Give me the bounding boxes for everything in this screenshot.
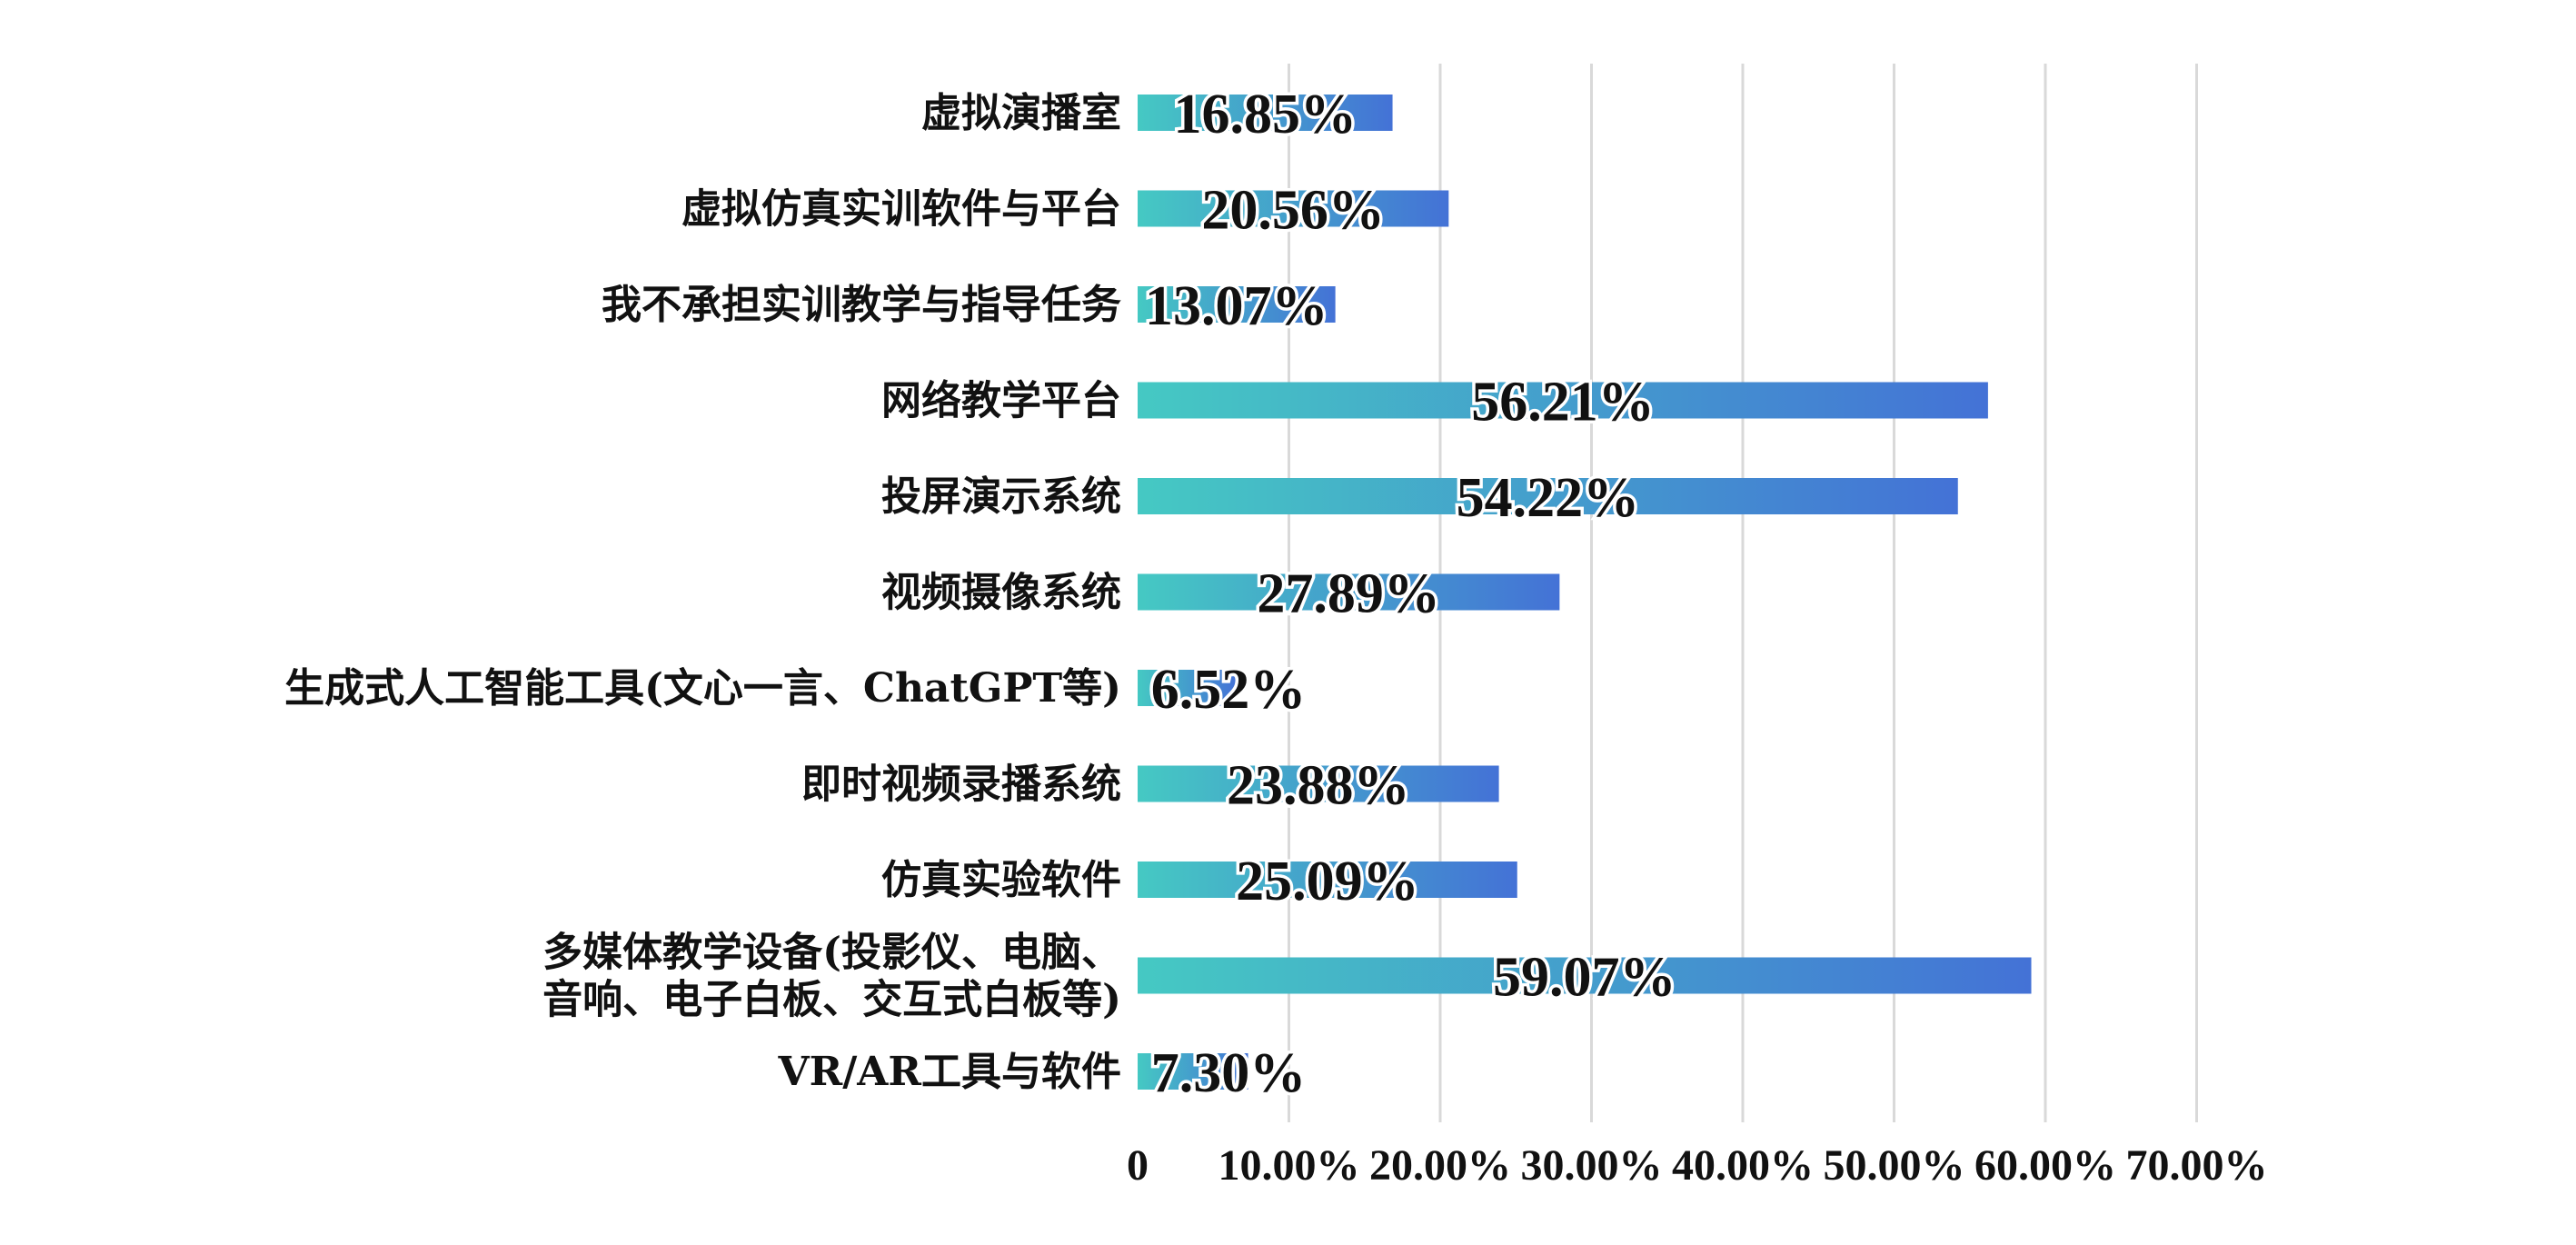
x-tick-label: 40.00%: [1672, 1141, 1814, 1190]
data-label: 13.07%: [1145, 275, 1328, 337]
category-label: 投屏演示系统: [881, 473, 1121, 520]
data-label: 7.30%: [1151, 1042, 1307, 1104]
data-label: 23.88%: [1227, 755, 1410, 817]
data-label: 27.89%: [1257, 563, 1440, 625]
bar: [1138, 286, 1336, 323]
data-label: 54.22%: [1457, 467, 1640, 529]
bar: [1138, 957, 2032, 994]
x-tick-label: 0: [1127, 1141, 1149, 1190]
category-label: 多媒体教学设备(投影仪、电脑、音响、电子白板、交互式白板等): [542, 930, 1121, 1023]
category-label: 即时视频录播系统: [801, 762, 1121, 808]
bar: [1138, 862, 1517, 898]
x-tick-label: 70.00%: [2126, 1141, 2268, 1190]
category-label: 生成式人工智能工具(文心一言、ChatGPT等): [284, 665, 1121, 712]
data-labels: 16.85% 20.56% 13.07% 56.21% 54.22% 27.89% 6.52…: [1142, 81, 1679, 1108]
data-label: 20.56%: [1201, 180, 1385, 242]
bar: [1138, 190, 1449, 227]
bar: [1138, 573, 1560, 611]
x-tick-label: 10.00%: [1218, 1141, 1360, 1190]
x-tick-label: 60.00%: [1974, 1141, 2116, 1190]
x-tick-label: 30.00%: [1521, 1141, 1663, 1190]
bar: [1138, 95, 1393, 131]
category-label: 网络教学平台: [881, 378, 1121, 424]
bar: [1138, 382, 1988, 419]
bar: [1138, 670, 1237, 706]
category-label: 视频摄像系统: [881, 570, 1121, 616]
category-label: 我不承担实训教学与指导任务: [602, 282, 1121, 328]
data-label: 6.52%: [1151, 659, 1307, 721]
category-labels: 虚拟演播室虚拟仿真实训软件与平台我不承担实训教学与指导任务网络教学平台投屏演示系…: [284, 90, 1121, 1095]
bar: [1138, 765, 1499, 802]
x-tick-label: 20.00%: [1369, 1141, 1511, 1190]
gridlines: [1288, 64, 2198, 1122]
data-label: 25.09%: [1236, 851, 1419, 912]
data-label: 56.21%: [1471, 372, 1655, 433]
bars: [1138, 95, 2032, 1090]
data-label: 59.07%: [1493, 947, 1676, 1009]
category-label: VR/AR工具与软件: [778, 1049, 1121, 1095]
x-tick-label: 50.00%: [1824, 1141, 1965, 1190]
bar: [1138, 478, 1958, 514]
category-label: 仿真实验软件: [881, 857, 1121, 903]
x-axis-tick-labels: 0 10.00% 20.00% 30.00% 40.00% 50.00% 60.00% 70.…: [1127, 1141, 2268, 1190]
category-label: 虚拟演播室: [921, 90, 1121, 136]
category-label: 虚拟仿真实训软件与平台: [681, 186, 1121, 233]
bar: [1138, 1053, 1248, 1090]
data-label: 16.85%: [1174, 84, 1358, 145]
